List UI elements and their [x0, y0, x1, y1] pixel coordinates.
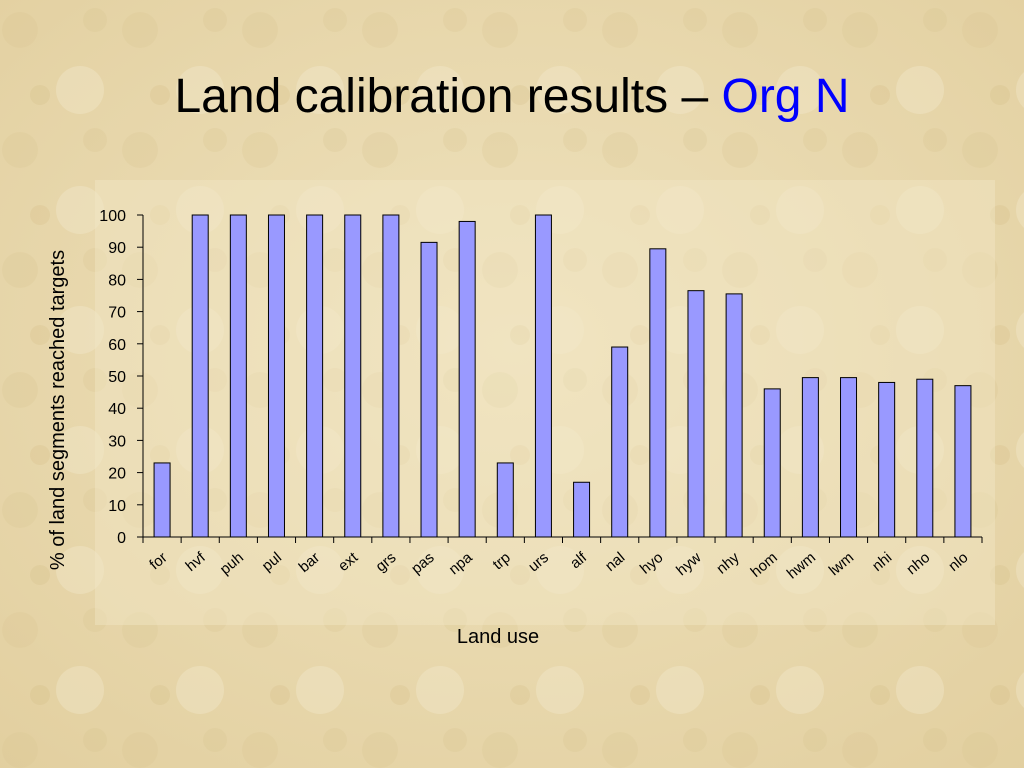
y-tick-label: 60 [108, 337, 126, 354]
bar [611, 346, 629, 538]
bar [840, 377, 858, 538]
y-tick-label: 70 [108, 305, 126, 322]
y-tick-label: 40 [108, 401, 126, 418]
bar [954, 385, 972, 538]
x-axis-label: Land use [457, 626, 539, 648]
bar [687, 290, 705, 538]
bar [267, 214, 285, 538]
slide-title: Land calibration results – Org N [174, 70, 849, 123]
bar [801, 377, 819, 538]
y-tick-label: 90 [108, 240, 126, 257]
y-axis-label: % of land segments reached targets [47, 250, 69, 570]
bar [534, 214, 552, 538]
y-tick-label: 80 [108, 272, 126, 289]
y-tick-label: 50 [108, 369, 126, 386]
title-highlight: Org N [721, 70, 849, 123]
y-tick-label: 10 [108, 498, 126, 515]
bar [458, 220, 476, 538]
bar [229, 214, 247, 538]
y-tick-label: 20 [108, 466, 126, 483]
bar [496, 462, 514, 538]
bar [382, 214, 400, 538]
bar [878, 381, 896, 538]
bar [420, 241, 438, 538]
bar [306, 214, 324, 538]
bar [649, 248, 667, 538]
y-tick-label: 0 [117, 530, 126, 547]
y-tick-label: 30 [108, 433, 126, 450]
bar [916, 378, 934, 538]
bar [725, 293, 743, 538]
title-text: Land calibration results – [174, 70, 708, 123]
y-tick-label: 100 [99, 208, 126, 225]
bar [573, 481, 591, 538]
bar [191, 214, 209, 538]
bar [344, 214, 362, 538]
bar [763, 388, 781, 538]
bar [153, 462, 171, 538]
